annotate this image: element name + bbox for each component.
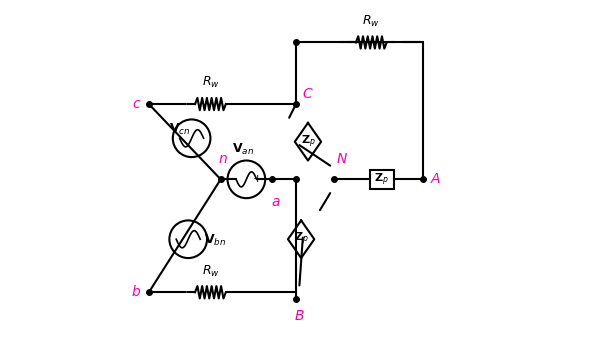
Text: b: b <box>131 285 140 299</box>
Text: $R_w$: $R_w$ <box>362 14 380 29</box>
Text: $\mathbf{V}_{bn}$: $\mathbf{V}_{bn}$ <box>204 234 226 248</box>
Text: $\mathbf{Z}_p$: $\mathbf{Z}_p$ <box>374 171 389 188</box>
Text: $\mathbf{V}_{an}$: $\mathbf{V}_{an}$ <box>232 142 254 157</box>
Text: n: n <box>218 152 227 166</box>
Text: $\mathbf{Z}_p$: $\mathbf{Z}_p$ <box>294 231 308 247</box>
Text: B: B <box>295 309 304 323</box>
Text: a: a <box>271 195 279 209</box>
Text: c: c <box>133 97 140 111</box>
Text: $R_w$: $R_w$ <box>201 264 220 279</box>
Text: $R_w$: $R_w$ <box>201 75 220 90</box>
Text: $\mathbf{Z}_p$: $\mathbf{Z}_p$ <box>301 134 316 150</box>
Text: N: N <box>337 152 348 166</box>
Text: +: + <box>253 174 262 184</box>
Text: C: C <box>303 87 313 101</box>
Text: $\mathbf{V}_{cn}$: $\mathbf{V}_{cn}$ <box>169 122 191 137</box>
Bar <box>369 170 394 189</box>
Text: A: A <box>431 172 440 186</box>
